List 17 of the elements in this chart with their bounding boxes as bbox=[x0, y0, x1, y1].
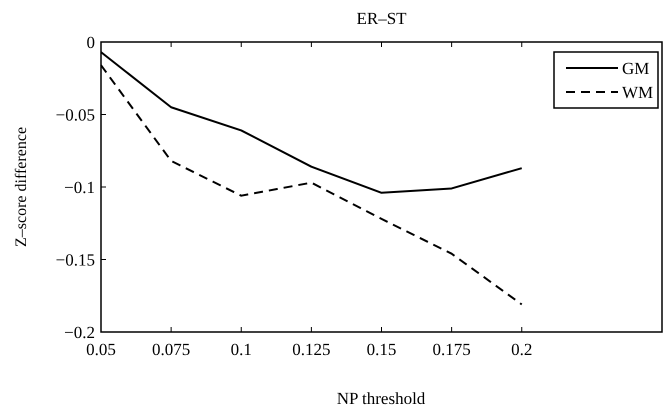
y-tick-label: −0.1 bbox=[64, 178, 95, 197]
x-tick-label: 0.125 bbox=[292, 340, 330, 359]
x-tick-label: 0.15 bbox=[366, 340, 396, 359]
x-tick-label: 0.075 bbox=[152, 340, 190, 359]
y-axis-title: Z–score difference bbox=[13, 126, 30, 248]
x-tick-label: 0.2 bbox=[511, 340, 532, 359]
chart-title: ER–ST bbox=[356, 9, 408, 28]
x-tick-label: 0.175 bbox=[432, 340, 471, 359]
x-tick-label: 0.05 bbox=[86, 340, 116, 359]
y-tick-label: −0.2 bbox=[64, 323, 95, 342]
x-axis-title: NP threshold bbox=[336, 389, 426, 408]
y-tick-label: −0.05 bbox=[56, 106, 95, 124]
y-tick-label: −0.15 bbox=[56, 250, 95, 270]
y-tick-label: 0 bbox=[86, 33, 95, 52]
legend-label: WM bbox=[622, 83, 654, 102]
x-tick-label: 0.1 bbox=[230, 340, 252, 359]
legend-label: GM bbox=[622, 59, 650, 78]
